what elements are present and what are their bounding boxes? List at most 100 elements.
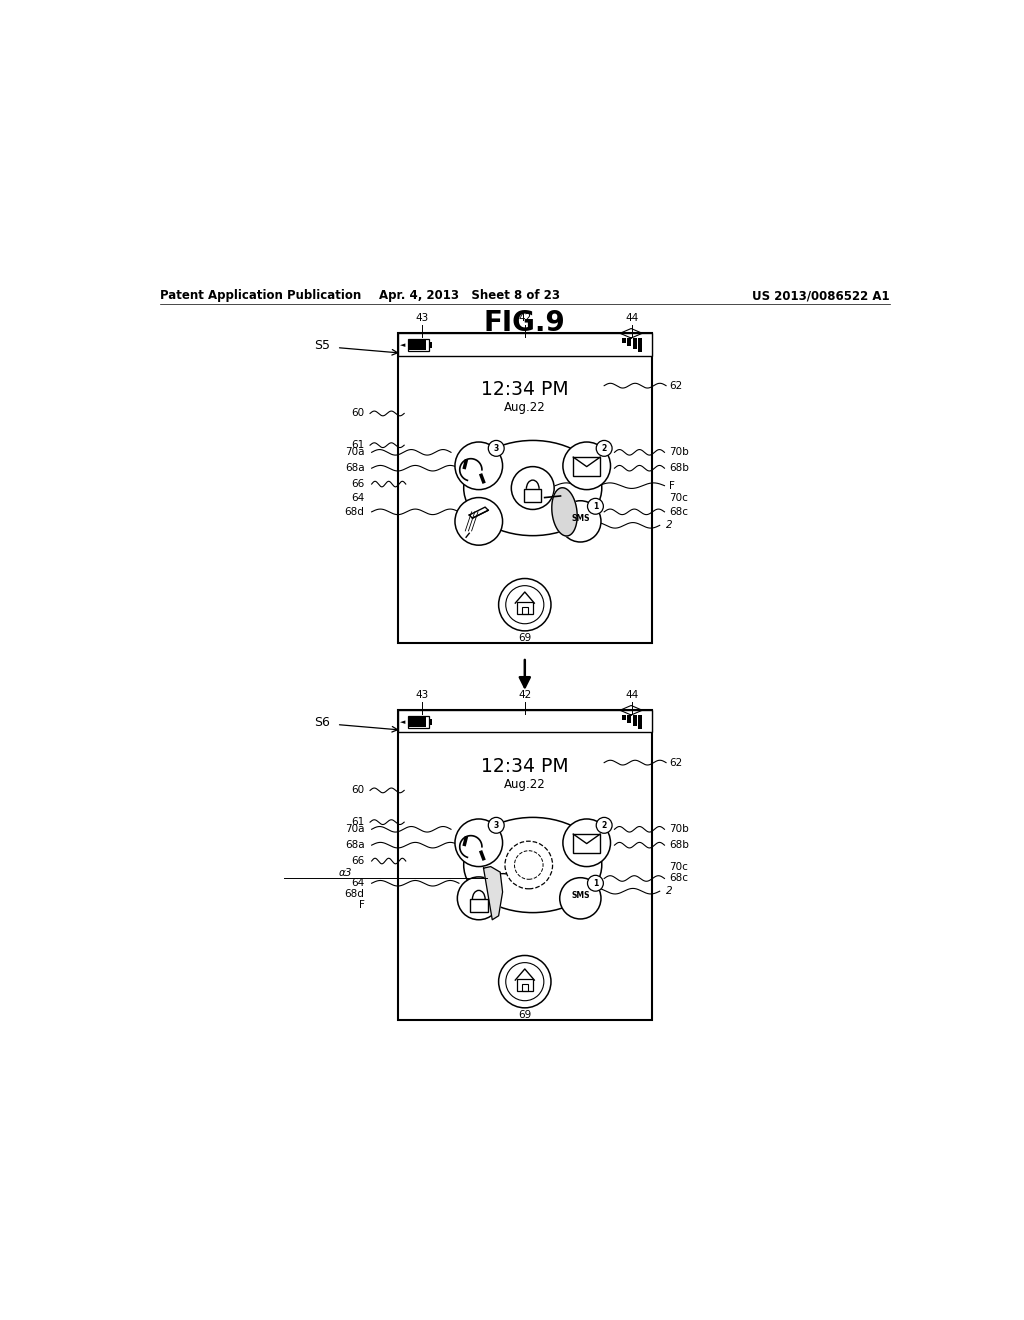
Text: 68a: 68a [345, 463, 365, 473]
Text: US 2013/0086522 A1: US 2013/0086522 A1 [753, 289, 890, 302]
Text: Apr. 4, 2013   Sheet 8 of 23: Apr. 4, 2013 Sheet 8 of 23 [379, 289, 560, 302]
Text: 68d: 68d [345, 890, 365, 899]
Text: ◄: ◄ [399, 719, 404, 725]
Bar [397, 710, 652, 733]
Circle shape [511, 466, 554, 510]
Text: Aug.22: Aug.22 [504, 777, 546, 791]
Text: 3: 3 [494, 444, 499, 453]
Bar [429, 342, 432, 347]
Text: SMS: SMS [571, 891, 590, 900]
Text: 70c: 70c [670, 862, 688, 873]
Text: 62: 62 [670, 758, 682, 768]
Text: 70c: 70c [670, 494, 688, 503]
Bar [397, 333, 652, 355]
Text: 2: 2 [666, 520, 673, 531]
Bar [521, 983, 528, 991]
Circle shape [596, 441, 612, 457]
Circle shape [455, 498, 503, 545]
Text: 70a: 70a [345, 447, 365, 457]
Bar [622, 338, 626, 343]
Text: F: F [670, 480, 675, 491]
Circle shape [499, 956, 551, 1008]
Bar [517, 602, 532, 614]
Bar [622, 715, 626, 719]
Circle shape [588, 499, 603, 515]
Text: 70b: 70b [670, 824, 689, 834]
Circle shape [560, 878, 601, 919]
Text: 60: 60 [351, 408, 365, 418]
Circle shape [560, 500, 601, 543]
Bar [638, 715, 642, 729]
Text: 44: 44 [626, 313, 639, 323]
Bar [409, 715, 429, 727]
Text: 68b: 68b [670, 840, 689, 850]
Text: 68c: 68c [670, 874, 688, 883]
Text: 66: 66 [351, 857, 365, 866]
Text: 43: 43 [415, 313, 428, 323]
Bar [429, 719, 432, 725]
Text: 2: 2 [601, 444, 607, 453]
Text: 3: 3 [494, 821, 499, 830]
Text: 69: 69 [518, 634, 531, 643]
Circle shape [488, 441, 504, 457]
Text: 61: 61 [351, 817, 365, 828]
Bar [633, 715, 637, 726]
Text: 68a: 68a [345, 840, 365, 850]
Text: 69: 69 [518, 1010, 531, 1020]
Text: 42: 42 [518, 313, 531, 323]
Text: 64: 64 [351, 494, 365, 503]
Text: 68c: 68c [670, 507, 688, 517]
Bar [638, 338, 642, 352]
Text: SMS: SMS [571, 513, 590, 523]
Bar [409, 339, 426, 350]
Circle shape [458, 876, 500, 920]
Bar [524, 488, 542, 502]
Bar [573, 834, 600, 853]
Bar [409, 717, 426, 727]
Text: F: F [358, 900, 365, 911]
Text: 68b: 68b [670, 463, 689, 473]
Text: FIG.9: FIG.9 [484, 309, 565, 337]
Text: 66: 66 [351, 479, 365, 490]
Bar [409, 339, 429, 351]
Text: 2: 2 [666, 886, 673, 896]
Bar [397, 333, 652, 643]
Circle shape [488, 817, 504, 833]
Bar [521, 607, 528, 614]
Bar [573, 457, 600, 477]
Polygon shape [552, 487, 578, 536]
Text: S6: S6 [314, 715, 331, 729]
Circle shape [455, 442, 503, 490]
Text: S5: S5 [314, 339, 331, 351]
Bar [627, 715, 631, 723]
Text: 62: 62 [670, 380, 682, 391]
Circle shape [506, 962, 544, 1001]
Text: 2: 2 [601, 821, 607, 830]
Bar [470, 899, 487, 912]
Polygon shape [483, 867, 503, 920]
Circle shape [596, 817, 612, 833]
Text: 43: 43 [415, 690, 428, 700]
Text: 1: 1 [593, 502, 598, 511]
Circle shape [499, 578, 551, 631]
Text: 44: 44 [626, 690, 639, 700]
Bar [633, 338, 637, 350]
Text: 12:34 PM: 12:34 PM [481, 380, 568, 399]
Bar [517, 979, 532, 991]
Circle shape [506, 586, 544, 624]
Text: α3: α3 [338, 869, 352, 878]
Text: 42: 42 [518, 690, 531, 700]
Text: 68d: 68d [345, 507, 365, 517]
Text: ◄: ◄ [399, 342, 404, 347]
Text: Aug.22: Aug.22 [504, 400, 546, 413]
Text: Patent Application Publication: Patent Application Publication [160, 289, 361, 302]
Bar [627, 338, 631, 346]
Circle shape [563, 442, 610, 490]
Text: 1: 1 [593, 879, 598, 888]
Text: 64: 64 [351, 878, 365, 888]
Circle shape [563, 818, 610, 867]
Text: 70b: 70b [670, 447, 689, 457]
Text: 61: 61 [351, 440, 365, 450]
Text: 12:34 PM: 12:34 PM [481, 758, 568, 776]
Text: 70a: 70a [345, 824, 365, 834]
